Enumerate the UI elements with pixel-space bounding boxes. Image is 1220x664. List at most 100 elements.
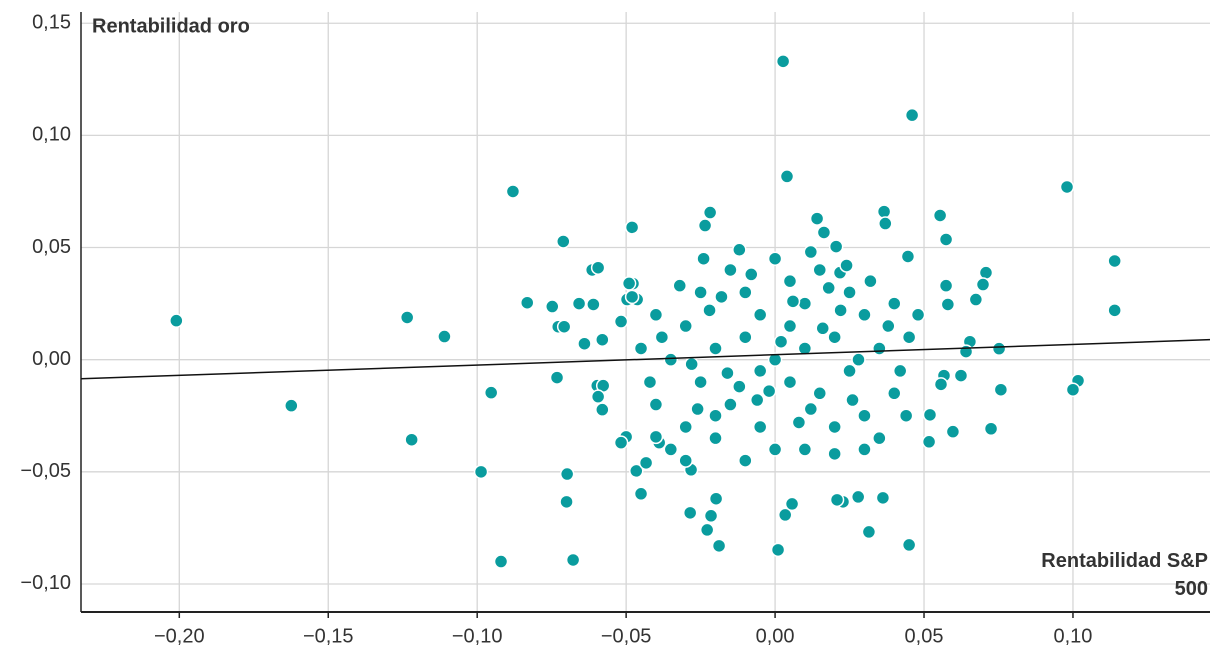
point <box>782 273 798 289</box>
point <box>505 184 521 199</box>
y-tick-label: −0,05 <box>20 460 71 482</box>
point <box>938 232 954 247</box>
point <box>708 408 723 423</box>
point <box>556 319 572 334</box>
point <box>720 365 735 381</box>
point <box>773 334 789 349</box>
point <box>678 453 693 468</box>
point <box>473 464 489 480</box>
point <box>684 356 699 372</box>
point <box>827 446 842 462</box>
point <box>663 352 679 367</box>
point <box>169 313 184 328</box>
point <box>767 442 783 457</box>
point <box>590 260 606 275</box>
point <box>829 492 845 508</box>
point <box>621 276 637 291</box>
trend-line <box>80 338 1211 380</box>
y-tick-label: 0,00 <box>32 348 71 370</box>
point <box>749 392 765 408</box>
point <box>738 329 753 345</box>
point <box>770 542 786 558</box>
point <box>876 204 892 219</box>
point <box>613 435 629 450</box>
point <box>784 496 800 512</box>
point <box>437 329 452 344</box>
point <box>648 397 664 412</box>
point <box>857 307 872 323</box>
point <box>827 419 842 435</box>
point <box>803 244 819 260</box>
point <box>633 486 649 502</box>
point <box>590 389 606 404</box>
point <box>678 419 693 435</box>
x-tick-label: 0,05 <box>905 625 944 647</box>
point <box>682 505 698 521</box>
point <box>900 249 916 264</box>
point <box>696 251 711 266</box>
point <box>968 292 984 307</box>
point <box>752 307 768 323</box>
point <box>812 386 828 401</box>
point <box>767 352 783 367</box>
point <box>708 430 723 446</box>
x-tick-label: 0,00 <box>756 625 795 647</box>
point <box>1059 179 1075 195</box>
point <box>690 401 705 417</box>
point <box>711 538 727 554</box>
point <box>779 169 795 184</box>
y-axis-title: Rentabilidad oro <box>92 15 250 37</box>
point <box>842 285 857 300</box>
point <box>863 273 878 289</box>
point <box>1065 382 1081 397</box>
point <box>782 318 798 334</box>
x-tick-label: −0,15 <box>303 625 354 647</box>
point <box>708 491 724 506</box>
point <box>921 434 937 450</box>
point <box>845 392 860 408</box>
point <box>752 419 768 435</box>
point <box>732 242 747 258</box>
point <box>702 303 717 318</box>
x-axis-title: Rentabilidad S&P 500 <box>1041 550 1208 600</box>
point <box>809 211 825 226</box>
point <box>993 382 1009 397</box>
point <box>857 442 872 457</box>
point <box>821 280 836 296</box>
point <box>654 329 670 345</box>
point <box>953 368 969 383</box>
y-tick-label: 0,10 <box>32 124 71 146</box>
point <box>945 424 961 439</box>
point <box>571 296 587 311</box>
point <box>875 490 891 506</box>
points <box>169 54 1122 569</box>
point <box>938 278 954 293</box>
point <box>761 383 777 399</box>
point <box>693 285 708 300</box>
point <box>697 218 713 233</box>
point <box>881 318 896 334</box>
point <box>991 341 1007 356</box>
x-tick-label: 0,10 <box>1054 625 1093 647</box>
point <box>816 225 832 240</box>
point <box>702 205 718 220</box>
point <box>624 289 640 305</box>
point <box>633 341 649 356</box>
point <box>714 289 729 305</box>
point <box>559 494 574 510</box>
point <box>1107 253 1122 269</box>
point <box>663 442 679 457</box>
x-tick-label: −0,05 <box>601 625 652 647</box>
point <box>595 402 610 417</box>
y-tick-label: 0,15 <box>32 11 71 33</box>
point <box>983 421 999 436</box>
y-tick-label: 0,05 <box>32 236 71 258</box>
point <box>613 314 629 329</box>
point <box>898 408 914 423</box>
point <box>678 318 693 334</box>
point <box>648 429 664 445</box>
point <box>857 408 872 423</box>
point <box>842 363 857 379</box>
point <box>872 430 887 446</box>
